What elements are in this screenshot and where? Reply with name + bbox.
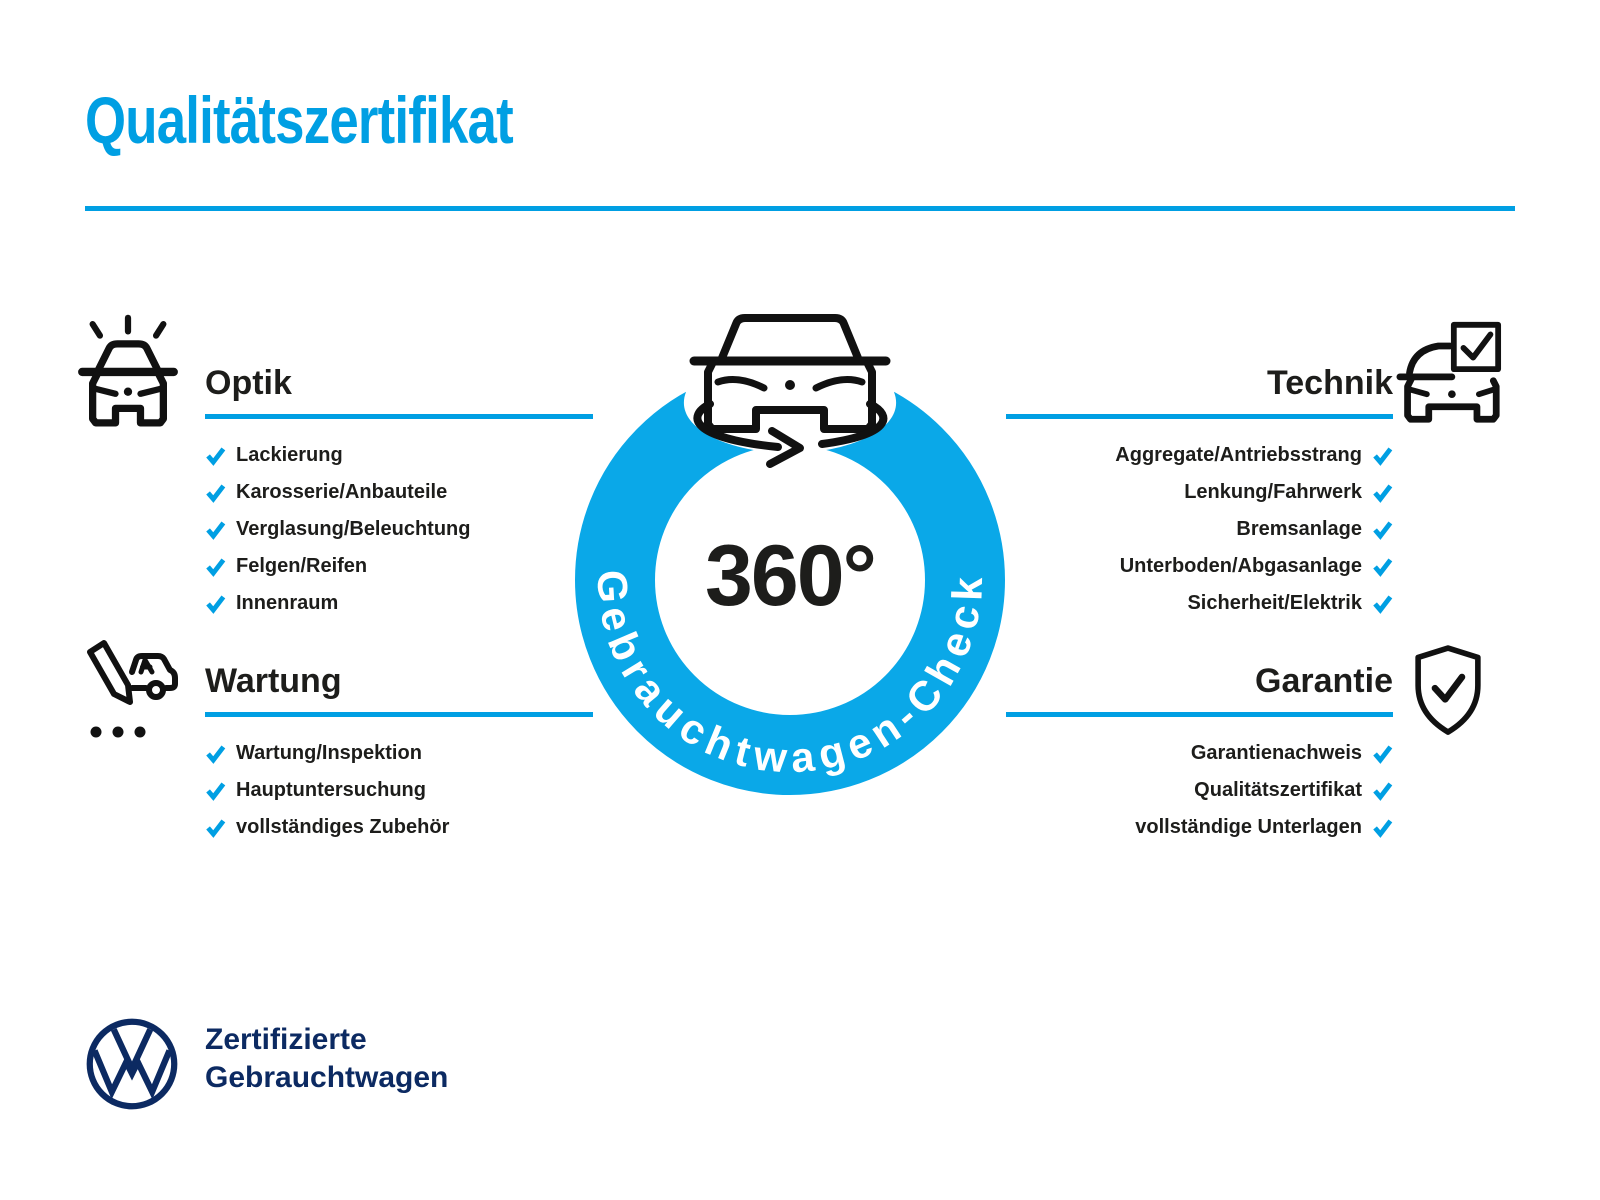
checklist-item: Unterboden/Abgasanlage [1006, 548, 1393, 585]
car-checkbox-icon [1396, 314, 1502, 432]
checklist-item-label: Aggregate/Antriebsstrang [1115, 444, 1362, 466]
checklist-item-label: Verglasung/Beleuchtung [236, 518, 471, 540]
page-title: Qualitätszertifikat [85, 83, 514, 157]
car-shine-icon [76, 314, 180, 432]
check-icon [1373, 782, 1393, 801]
vw-logo [84, 1016, 180, 1112]
checklist-item-label: Felgen/Reifen [236, 555, 368, 577]
section-divider [205, 414, 593, 419]
section-title-garantie: Garantie [1255, 662, 1393, 700]
check-icon [206, 782, 226, 801]
section-title-optik: Optik [205, 364, 292, 402]
checklist-item-label: Wartung/Inspektion [236, 742, 422, 764]
degrees-label: 360° [705, 528, 875, 624]
check-icon [1373, 484, 1393, 503]
section-title-technik: Technik [1267, 364, 1393, 402]
checklist-item-label: vollständige Unterlagen [1135, 816, 1362, 838]
checklist-item: Lackierung [205, 437, 593, 474]
section-wartung: Wartung Wartung/Inspektion Hauptuntersuc… [205, 664, 593, 846]
check-icon [206, 484, 226, 503]
section-technik: Technik Aggregate/Antriebsstrang Lenkung… [1006, 366, 1393, 622]
check-icon [206, 521, 226, 540]
checklist-item: vollständiges Zubehör [205, 809, 593, 846]
check-icon [1373, 521, 1393, 540]
check-icon [1373, 595, 1393, 614]
section-divider [1006, 712, 1393, 717]
checklist-item: Hauptuntersuchung [205, 772, 593, 809]
section-divider [205, 712, 593, 717]
checklist-technik: Aggregate/Antriebsstrang Lenkung/Fahrwer… [1006, 437, 1393, 622]
checklist-item: Garantienachweis [1006, 735, 1393, 772]
checklist-item: Verglasung/Beleuchtung [205, 511, 593, 548]
brand-line1: Zertifizierte [205, 1023, 367, 1056]
section-optik: Optik Lackierung Karosserie/Anbauteile V… [205, 366, 593, 622]
section-divider [1006, 414, 1393, 419]
checklist-item-label: Sicherheit/Elektrik [1187, 592, 1362, 614]
section-title-wartung: Wartung [205, 662, 342, 700]
checklist-item: Lenkung/Fahrwerk [1006, 474, 1393, 511]
title-divider [85, 206, 1515, 211]
check-icon [1373, 745, 1393, 764]
checklist-item-label: Lackierung [236, 444, 343, 466]
check-icon [1373, 447, 1393, 466]
check-icon [206, 819, 226, 838]
checklist-item-label: Innenraum [236, 592, 339, 614]
checklist-item-label: Garantienachweis [1190, 742, 1362, 764]
checklist-item: Aggregate/Antriebsstrang [1006, 437, 1393, 474]
badge-360-check: 360° Gebrauchtwagen-Check [560, 298, 1020, 800]
checklist-garantie: Garantienachweis Qualitätszertifikat vol… [1006, 735, 1393, 846]
checklist-item: Bremsanlage [1006, 511, 1393, 548]
checklist-item: Innenraum [205, 585, 593, 622]
checklist-item-label: Unterboden/Abgasanlage [1119, 555, 1362, 577]
checklist-item-label: Karosserie/Anbauteile [236, 481, 448, 503]
checklist-item-label: Lenkung/Fahrwerk [1184, 481, 1362, 503]
checklist-item-label: vollständiges Zubehör [236, 816, 450, 838]
checklist-item-label: Qualitätszertifikat [1194, 779, 1362, 801]
shield-check-icon [1406, 642, 1490, 740]
checklist-item: Wartung/Inspektion [205, 735, 593, 772]
section-garantie: Garantie Garantienachweis Qualitätszerti… [1006, 664, 1393, 846]
checklist-item: Karosserie/Anbauteile [205, 474, 593, 511]
checklist-item-label: Hauptuntersuchung [236, 779, 426, 801]
checklist-item-label: Bremsanlage [1236, 518, 1362, 540]
car-rotation-icon [689, 314, 891, 468]
checklist-optik: Lackierung Karosserie/Anbauteile Verglas… [205, 437, 593, 622]
check-icon [206, 558, 226, 577]
checklist-item: vollständige Unterlagen [1006, 809, 1393, 846]
pencil-car-checklist-icon [78, 634, 178, 746]
check-icon [206, 447, 226, 466]
check-icon [206, 745, 226, 764]
check-icon [206, 595, 226, 614]
brand-text: Zertifizierte Gebrauchtwagen [205, 1021, 448, 1097]
checklist-wartung: Wartung/Inspektion Hauptuntersuchung vol… [205, 735, 593, 846]
check-icon [1373, 819, 1393, 838]
checklist-item: Sicherheit/Elektrik [1006, 585, 1393, 622]
brand-line2: Gebrauchtwagen [205, 1061, 449, 1094]
checklist-item: Felgen/Reifen [205, 548, 593, 585]
checklist-item: Qualitätszertifikat [1006, 772, 1393, 809]
check-icon [1373, 558, 1393, 577]
